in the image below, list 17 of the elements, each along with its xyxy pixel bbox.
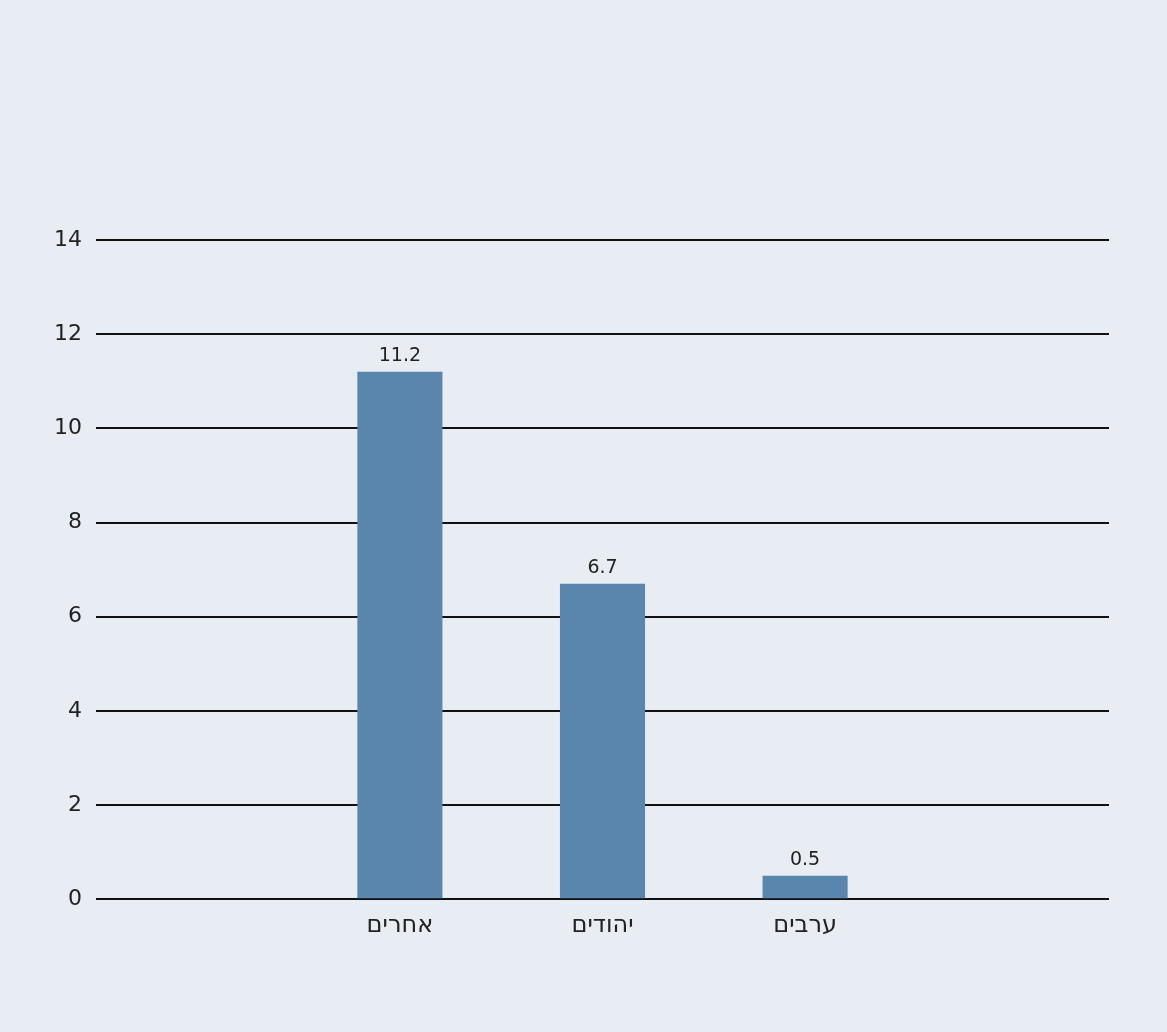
y-tick-label: 12 bbox=[53, 319, 82, 345]
data-label: 11.2 bbox=[378, 343, 422, 366]
y-tick-label: 0 bbox=[67, 884, 82, 910]
y-tick-label: 6 bbox=[67, 602, 82, 628]
y-tick-label: 4 bbox=[67, 696, 82, 722]
bar bbox=[762, 875, 848, 899]
y-tick-label: 14 bbox=[53, 225, 82, 251]
x-tick-label: יהודים bbox=[571, 909, 634, 938]
data-label: 0.5 bbox=[789, 847, 821, 870]
x-tick-label: ערבים bbox=[773, 909, 837, 938]
y-tick-label: 10 bbox=[53, 414, 82, 440]
bar bbox=[559, 583, 646, 899]
data-label: 6.7 bbox=[587, 555, 618, 578]
y-tick-label: 8 bbox=[67, 508, 82, 534]
x-tick-label: אחרים bbox=[366, 909, 434, 938]
bar bbox=[357, 371, 443, 899]
y-tick-label: 2 bbox=[67, 790, 82, 816]
